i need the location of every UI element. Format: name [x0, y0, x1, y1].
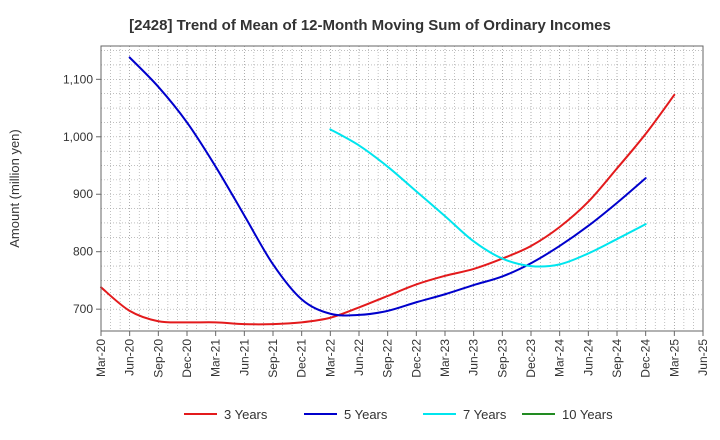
legend-item-3-years: 3 Years	[184, 407, 268, 422]
series-line-5-years	[128, 56, 647, 317]
x-tick-label: Mar-23	[438, 339, 452, 377]
legend-item-5-years: 5 Years	[304, 407, 388, 422]
x-tick-label: Mar-22	[323, 339, 337, 377]
x-tick-label: Dec-23	[524, 339, 538, 378]
plot-frame	[100, 45, 704, 332]
y-tick-label: 700	[73, 302, 93, 316]
y-axis-ticks: 700 800 900 1,000 1,100	[63, 72, 101, 316]
x-tick-label: Dec-24	[639, 339, 653, 378]
x-tick-label: Jun-25	[696, 339, 710, 376]
x-axis-ticks: Mar-20 Jun-20 Sep-20 Dec-20 Mar-21 Jun-21 Sep-…	[94, 331, 710, 378]
x-tick-label: Jun-21	[237, 339, 251, 376]
x-tick-label: Sep-20	[151, 339, 165, 378]
y-tick-label: 800	[73, 245, 93, 259]
x-tick-label: Sep-24	[610, 339, 624, 378]
legend-label: 3 Years	[224, 407, 268, 422]
series-layer	[100, 56, 676, 326]
series-line-3-years	[100, 93, 676, 326]
x-tick-label: Dec-22	[409, 339, 423, 378]
x-tick-label: Dec-20	[180, 339, 194, 378]
x-tick-label: Sep-22	[381, 339, 395, 378]
x-tick-label: Sep-21	[266, 339, 280, 378]
chart-title: [2428] Trend of Mean of 12-Month Moving …	[129, 17, 611, 34]
x-tick-label: Mar-25	[667, 339, 681, 377]
legend-label: 10 Years	[562, 407, 613, 422]
legend-label: 7 Years	[463, 407, 507, 422]
y-axis-label: Amount (million yen)	[7, 129, 22, 248]
y-tick-label: 1,100	[63, 72, 93, 86]
legend: 3 Years 5 Years 7 Years 10 Years	[184, 407, 613, 422]
x-tick-label: Jun-20	[123, 339, 137, 376]
y-tick-label: 1,000	[63, 130, 93, 144]
y-tick-label: 900	[73, 187, 93, 201]
legend-label: 5 Years	[344, 407, 388, 422]
x-tick-label: Mar-21	[209, 339, 223, 377]
legend-item-7-years: 7 Years	[423, 407, 507, 422]
x-tick-label: Sep-23	[495, 339, 509, 378]
x-tick-label: Mar-20	[94, 339, 108, 377]
x-tick-label: Jun-24	[581, 339, 595, 376]
legend-item-10-years: 10 Years	[522, 407, 613, 422]
x-tick-label: Jun-23	[467, 339, 481, 376]
x-tick-label: Dec-21	[295, 339, 309, 378]
x-tick-label: Mar-24	[553, 339, 567, 377]
series-line-7-years	[329, 128, 647, 268]
x-tick-label: Jun-22	[352, 339, 366, 376]
grid-layer	[101, 46, 703, 331]
